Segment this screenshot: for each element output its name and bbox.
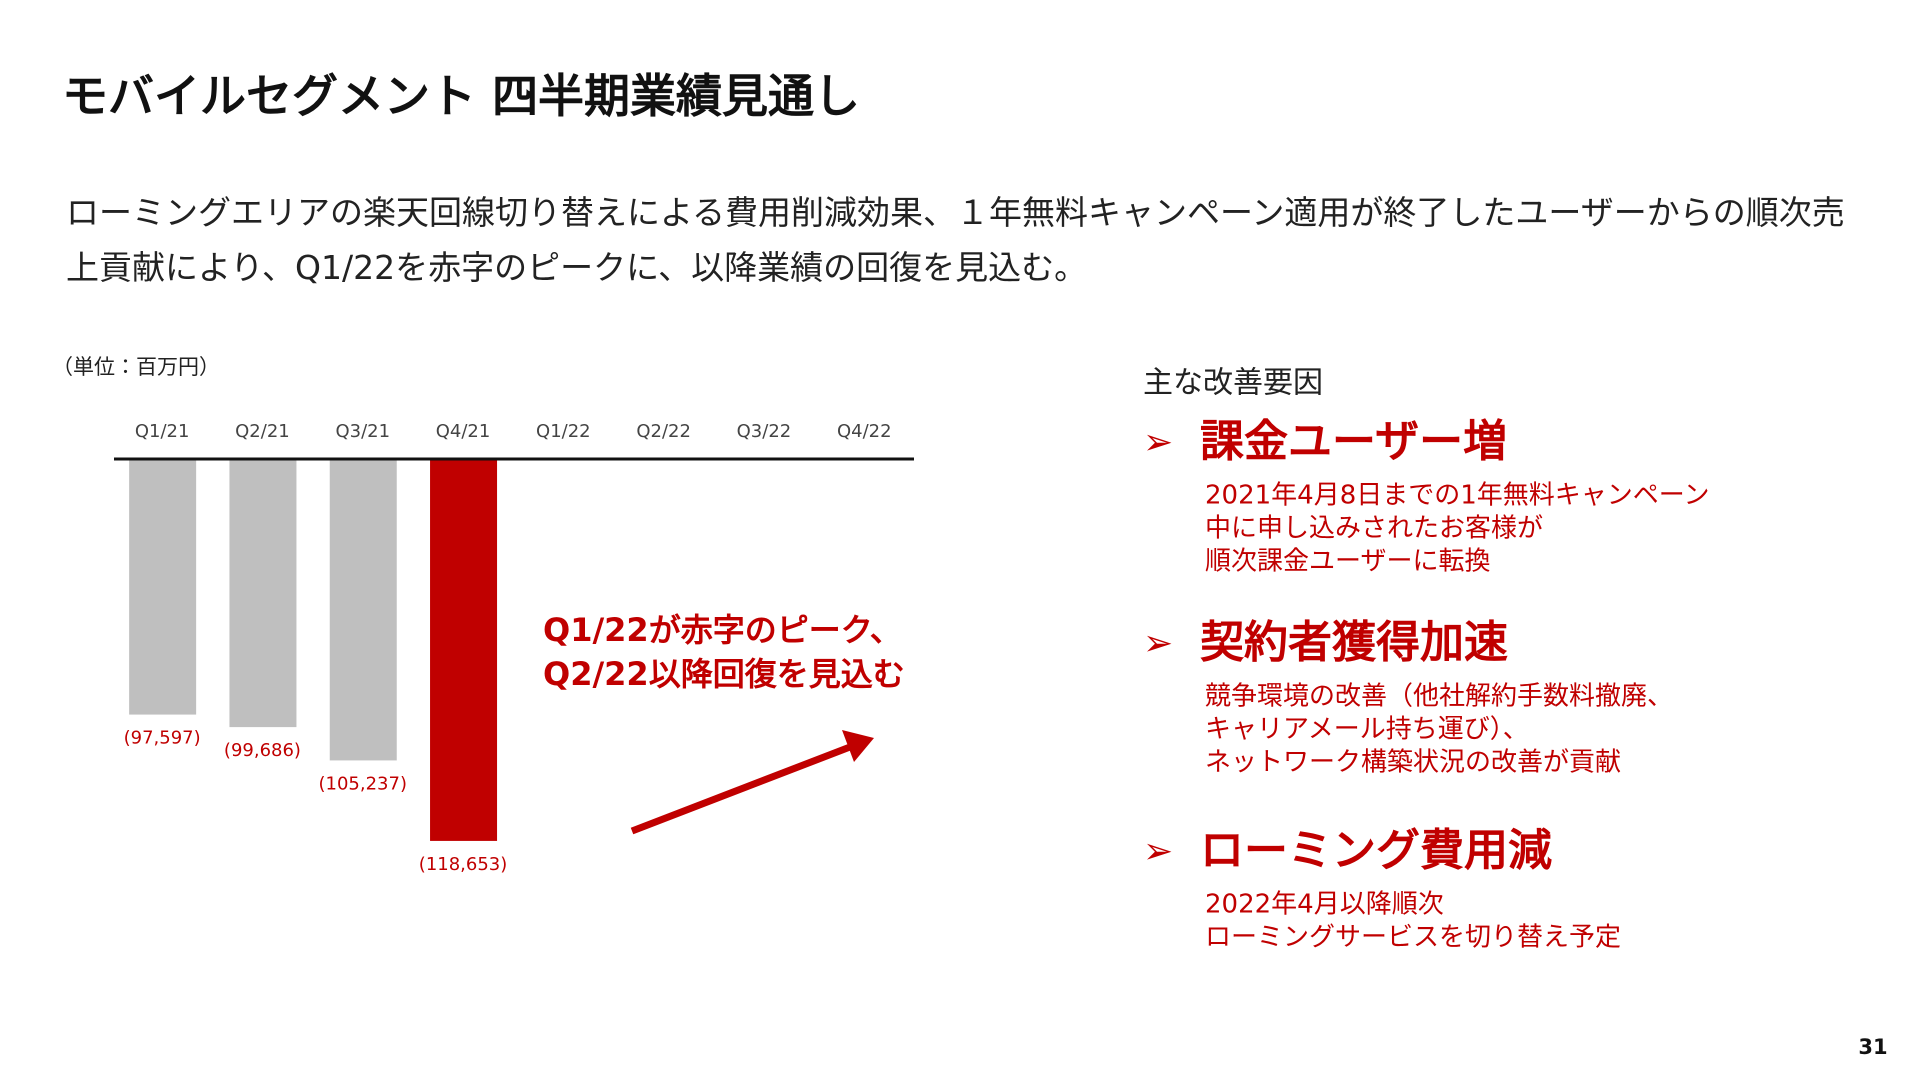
value-label: (97,597) — [124, 728, 201, 749]
factor-line: ローミングサービスを切り替え予定 — [1205, 923, 1621, 953]
factor-line: 2021年4月8日までの1年無料キャンペーン — [1205, 481, 1710, 511]
x-tick-label: Q4/22 — [837, 421, 892, 442]
bullet-arrow: ➢ — [1143, 623, 1173, 664]
description: ローミングエリアの楽天回線切り替えによる費用削減効果、１年無料キャンペーン適用が… — [66, 193, 1845, 287]
x-tick-label: Q3/21 — [335, 421, 390, 442]
page-number: 31 — [1858, 1035, 1887, 1059]
factor-title: 契約者獲得加速 — [1200, 617, 1508, 668]
bar — [329, 460, 397, 761]
x-tick-label: Q1/22 — [536, 421, 591, 442]
x-tick-label: Q2/22 — [636, 421, 691, 442]
factor-line: 中に申し込みされたお客様が — [1205, 514, 1543, 544]
slide-title: モバイルセグメント 四半期業績見通し — [62, 69, 861, 123]
annotation: Q1/22が赤字のピーク、 — [543, 611, 902, 649]
unit-label: （単位：百万円） — [52, 355, 220, 379]
bar — [229, 460, 297, 728]
factor-title: ローミング費用減 — [1200, 825, 1552, 876]
factor-title: 課金ユーザー増 — [1200, 416, 1507, 467]
factors-heading: 主な改善要因 — [1143, 366, 1323, 401]
x-tick-label: Q1/21 — [135, 421, 190, 442]
x-tick-label: Q3/22 — [737, 421, 792, 442]
factor-line: キャリアメール持ち運び）、 — [1205, 715, 1529, 745]
annotation: Q2/22以降回復を見込む — [543, 655, 905, 693]
bar — [129, 460, 197, 715]
factor-line: ネットワーク構築状況の改善が貢献 — [1205, 748, 1621, 778]
value-label: (105,237) — [319, 773, 407, 794]
bullet-arrow: ➢ — [1143, 422, 1173, 463]
factor-line: 2022年4月以降順次 — [1205, 890, 1444, 920]
trend-arrow — [630, 743, 852, 835]
x-tick-label: Q2/21 — [235, 421, 290, 442]
bar — [430, 460, 498, 841]
factor-line: 競争環境の改善（他社解約手数料撤廃、 — [1205, 682, 1673, 712]
bullet-arrow: ➢ — [1143, 831, 1173, 872]
value-label: (99,686) — [224, 740, 301, 761]
x-tick-label: Q4/21 — [436, 421, 491, 442]
factor-line: 順次課金ユーザーに転換 — [1205, 547, 1490, 577]
value-label: (118,653) — [419, 854, 507, 875]
arrow-head — [842, 730, 874, 762]
